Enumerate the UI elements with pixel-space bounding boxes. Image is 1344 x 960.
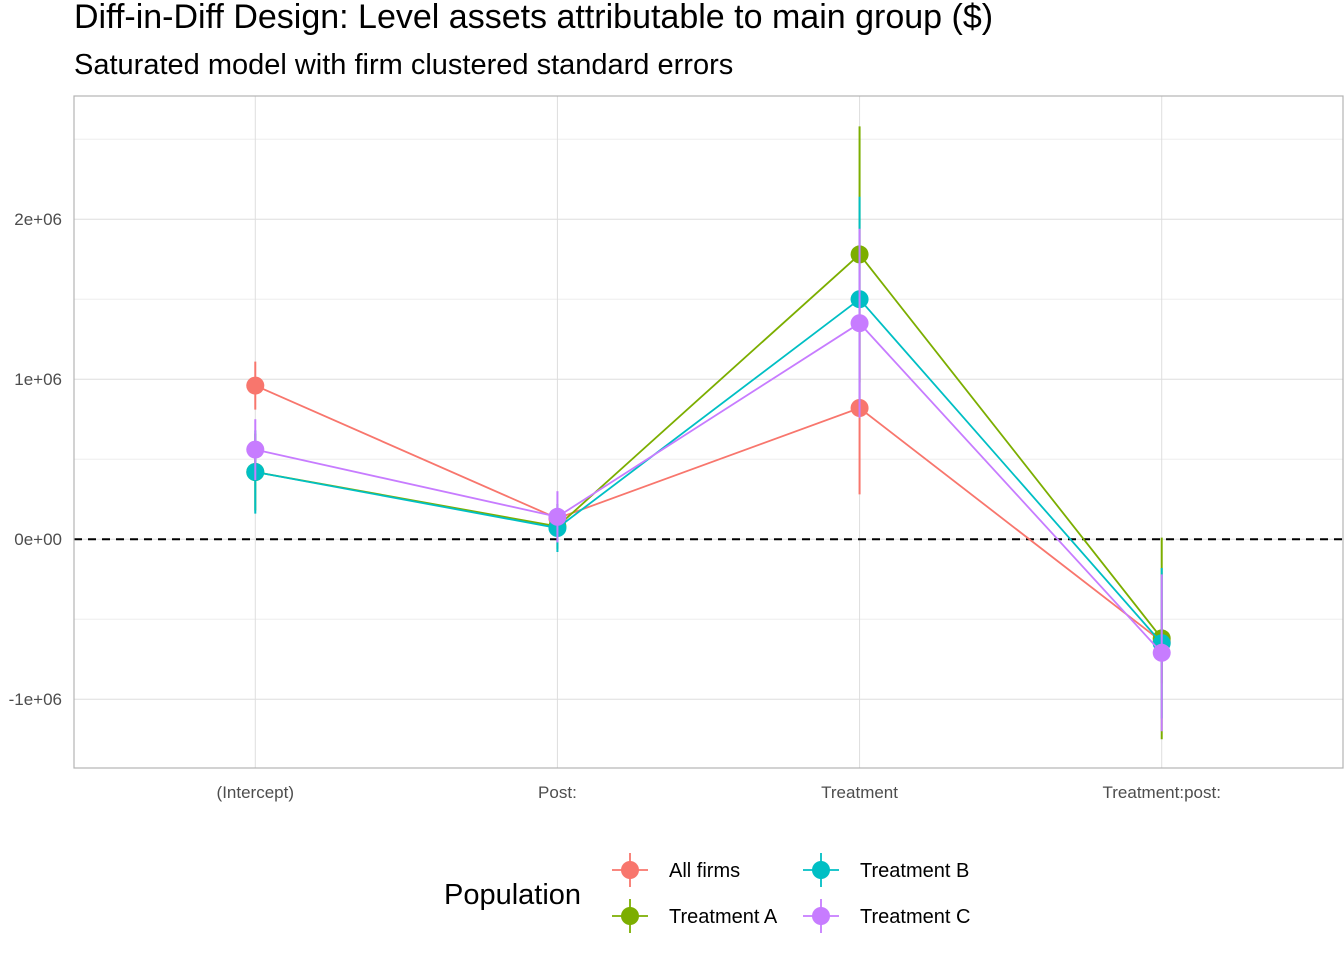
y-tick-label: 0e+00	[14, 530, 62, 549]
x-tick-label: Treatment	[821, 783, 898, 802]
data-point	[548, 507, 567, 526]
y-tick-label: 1e+06	[14, 370, 62, 389]
series-treatment-b	[246, 196, 1171, 719]
legend-key-point	[621, 907, 639, 925]
data-point	[1152, 643, 1171, 662]
series-line	[255, 297, 1163, 644]
legend-key-point	[621, 861, 639, 879]
legend-label: Treatment A	[669, 906, 778, 928]
series-line	[255, 253, 1163, 639]
data-point	[246, 440, 265, 459]
legend-item: Treatment A	[612, 899, 778, 933]
x-tick-label: Treatment:post:	[1103, 783, 1221, 802]
legend-label: Treatment B	[860, 860, 969, 882]
chart-title: Diff-in-Diff Design: Level assets attrib…	[74, 0, 993, 36]
series-treatment-c	[246, 228, 1171, 732]
legend-label: All firms	[669, 860, 740, 882]
y-tick-label: -1e+06	[9, 690, 62, 709]
grid-lines	[74, 96, 1343, 768]
plot-panel-border	[73, 95, 1344, 769]
series-line	[255, 322, 1163, 654]
legend-key-point	[812, 907, 830, 925]
legend: Population All firms Treatment A Treatment…	[444, 853, 970, 933]
legend-title: Population	[444, 879, 581, 911]
series-line	[254, 384, 1163, 643]
data-point	[246, 376, 265, 395]
y-tick-label: 2e+06	[14, 210, 62, 229]
legend-label: Treatment C	[860, 906, 970, 928]
legend-items: All firms Treatment A Treatment B Treatment…	[612, 853, 970, 933]
y-axis: -1e+06 0e+00 1e+06 2e+06	[9, 210, 62, 709]
legend-key-point	[812, 861, 830, 879]
x-axis: (Intercept) Post: Treatment Treatment:post:	[217, 783, 1221, 802]
legend-item: Treatment C	[803, 899, 970, 933]
chart-subtitle: Saturated model with firm clustered stan…	[74, 49, 733, 81]
x-tick-label: Post:	[538, 783, 577, 802]
data-point	[850, 314, 869, 333]
legend-item: Treatment B	[803, 853, 969, 887]
legend-item: All firms	[612, 853, 740, 887]
x-tick-label: (Intercept)	[217, 783, 294, 802]
series-treatment-a	[246, 126, 1171, 740]
series-layer	[246, 126, 1171, 740]
series-all-firms	[246, 321, 1171, 684]
